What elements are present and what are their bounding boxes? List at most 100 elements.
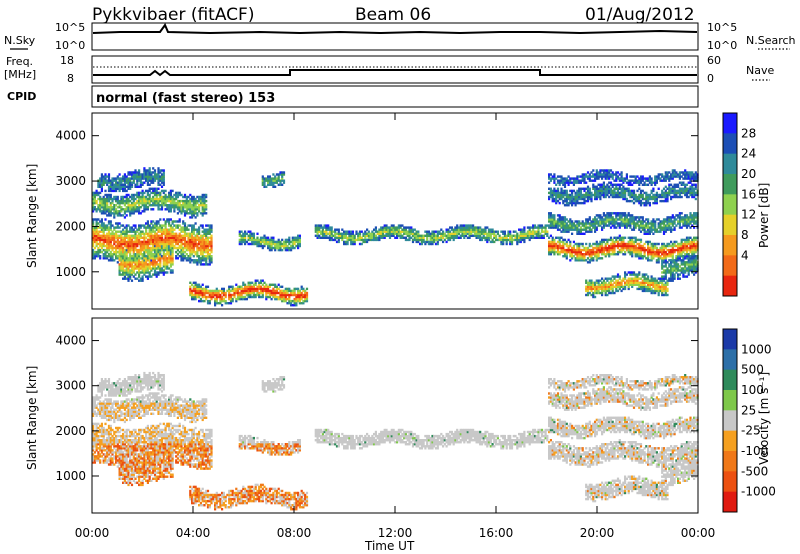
power-cell <box>125 208 128 211</box>
power-cell <box>125 193 128 197</box>
power-cell <box>164 222 167 225</box>
power-cell <box>282 173 286 176</box>
power-cell <box>553 175 556 178</box>
power-cell <box>327 236 330 239</box>
power-cell <box>629 224 632 227</box>
power-cell <box>590 179 593 182</box>
power-cell <box>104 253 107 256</box>
power-cell <box>201 201 204 205</box>
power-cell <box>107 255 111 258</box>
power-cell <box>219 293 222 297</box>
power-cell <box>470 226 473 229</box>
power-cell <box>141 248 144 252</box>
power-cell <box>275 297 278 301</box>
power-cell <box>565 197 568 201</box>
power-cell <box>123 250 126 254</box>
power-cell <box>138 204 141 207</box>
power-cell <box>293 299 296 303</box>
power-cell <box>339 236 342 239</box>
power-cell <box>394 226 397 229</box>
power-cell <box>601 244 604 248</box>
power-cell <box>106 236 109 239</box>
power-cell <box>115 212 118 215</box>
power-cell <box>445 230 448 233</box>
power-cell <box>168 267 171 270</box>
power-cell <box>198 232 201 235</box>
power-cell <box>153 189 157 193</box>
power-cell <box>597 187 600 190</box>
power-cell <box>549 214 552 217</box>
power-cell <box>597 257 600 260</box>
power-cell <box>298 291 301 295</box>
power-cell <box>120 265 123 268</box>
power-cell <box>597 248 600 252</box>
power-cell <box>104 208 107 211</box>
power-cell <box>153 267 157 270</box>
power-cell <box>519 234 522 237</box>
power-cell <box>286 293 289 297</box>
power-cell <box>452 234 455 237</box>
power-cell <box>601 277 604 280</box>
power-cell <box>182 228 185 231</box>
power-cell <box>214 304 217 307</box>
power-cell <box>171 201 174 205</box>
power-cell <box>595 222 598 225</box>
power-cell <box>475 230 478 233</box>
power-cell <box>302 295 305 299</box>
power-cell <box>127 265 130 268</box>
power-cell <box>206 253 210 256</box>
power-cell <box>122 189 125 193</box>
power-cell <box>588 279 591 282</box>
power-cell <box>576 224 579 227</box>
power-cell <box>592 250 595 254</box>
power-cell <box>562 199 565 203</box>
power-cell <box>102 242 105 246</box>
power-cell <box>191 224 194 227</box>
power-cell <box>599 291 602 295</box>
power-cell <box>125 177 128 180</box>
power-cell <box>157 255 160 258</box>
power-cell <box>240 293 243 297</box>
power-cell <box>113 187 116 190</box>
power-cell <box>562 250 565 254</box>
power-cell <box>125 253 128 256</box>
power-cell <box>579 232 582 235</box>
power-cell <box>638 271 641 274</box>
power-cell <box>134 201 137 205</box>
power-cell <box>171 242 174 246</box>
power-cell <box>157 226 160 229</box>
power-cell <box>125 224 128 227</box>
power-cell <box>569 220 572 223</box>
power-cell <box>297 236 300 239</box>
power-cell <box>189 255 192 258</box>
power-cell <box>563 255 567 258</box>
power-cell <box>316 232 319 235</box>
power-cell <box>180 240 183 244</box>
power-cell <box>563 230 567 233</box>
power-cell <box>360 236 363 239</box>
power-cell <box>130 226 134 229</box>
power-cell <box>571 189 574 193</box>
power-cell <box>122 208 125 211</box>
power-cell <box>473 230 476 233</box>
power-cell <box>265 185 268 188</box>
power-cell <box>116 177 119 180</box>
power-cell <box>111 257 114 260</box>
power-cell <box>256 293 259 297</box>
power-cell <box>555 201 558 205</box>
power-cell <box>201 248 204 252</box>
power-cell <box>111 236 114 239</box>
power-cell <box>581 193 584 197</box>
power-cell <box>123 248 126 252</box>
power-cell <box>364 230 367 233</box>
power-cell <box>277 175 280 178</box>
power-cell <box>109 255 112 258</box>
power-cell <box>145 195 148 199</box>
power-cell <box>595 279 598 282</box>
power-cell <box>263 242 266 246</box>
power-cell <box>132 179 135 182</box>
power-cell <box>129 206 132 209</box>
power-cell <box>595 287 598 291</box>
power-cell <box>104 218 107 221</box>
power-cell <box>579 226 582 229</box>
